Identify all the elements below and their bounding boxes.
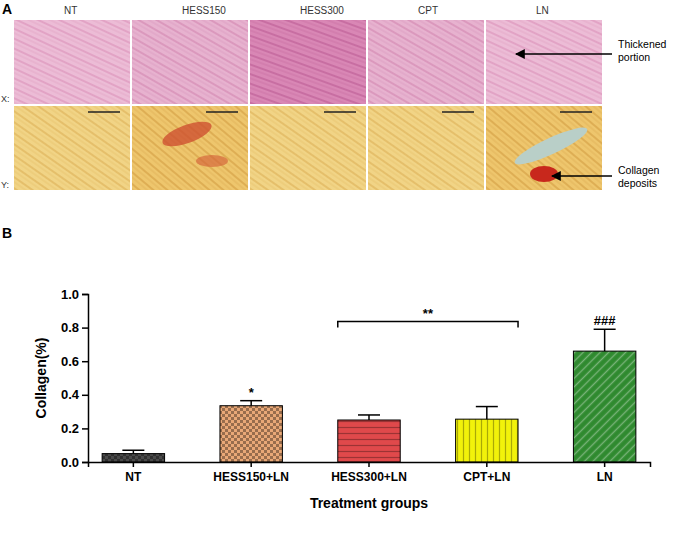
x-tick-mark xyxy=(604,462,606,467)
micrograph-he xyxy=(14,20,130,104)
x-axis-title: Treatment groups xyxy=(310,495,428,511)
y-tick: 0.8 xyxy=(61,320,88,335)
x-tick: HESS150+LN xyxy=(213,462,289,484)
scale-bar xyxy=(560,111,592,113)
x-tick-mark xyxy=(250,462,252,467)
significance-annotations: ***### xyxy=(249,306,617,400)
plot-marks xyxy=(102,329,636,462)
y-tick-label: 0.0 xyxy=(61,455,79,470)
x-tick-label: LN xyxy=(597,470,613,484)
error-bar-stem xyxy=(250,401,252,406)
y-tick-mark xyxy=(82,327,88,329)
error-bar-stem xyxy=(368,415,370,420)
error-bar-cap xyxy=(240,400,262,402)
x-tick: HESS300+LN xyxy=(331,462,407,484)
y-tick: 0.6 xyxy=(61,354,88,369)
error-bar-cap xyxy=(358,414,380,416)
bar xyxy=(456,419,518,462)
error-bar-stem xyxy=(604,329,606,351)
x-tick: CPT+LN xyxy=(463,462,510,484)
micrograph-sirius xyxy=(486,106,602,190)
column-header: LN xyxy=(536,5,549,16)
column-header: CPT xyxy=(418,5,438,16)
y-tick-label: 1.0 xyxy=(61,287,79,302)
x-tick-mark xyxy=(368,462,370,467)
figure: A NT HESS150 HESS300 CPT LN X: Y: Thickenedporti… xyxy=(0,0,685,543)
x-tick-label: CPT+LN xyxy=(463,470,510,484)
y-axis-title: Collagen(%) xyxy=(33,338,49,419)
panel-label: B xyxy=(2,225,12,241)
annotation-text: Thickened xyxy=(618,38,667,50)
y-tick: 0.2 xyxy=(61,421,88,436)
annotation-arrow xyxy=(552,175,612,176)
error-bar xyxy=(358,415,380,420)
collagen-stain xyxy=(530,166,558,182)
micrograph-sirius xyxy=(368,106,484,190)
y-tick-mark xyxy=(82,361,88,363)
micrograph-he xyxy=(250,20,366,104)
micrograph-sirius xyxy=(250,106,366,190)
y-axis-line xyxy=(82,295,89,463)
scale-bar xyxy=(206,111,238,113)
scale-bar xyxy=(324,111,356,113)
x-tick-mark xyxy=(486,462,488,467)
y-tick: 0.0 xyxy=(61,455,88,470)
panel-label: A xyxy=(2,1,12,17)
y-tick-label: 0.4 xyxy=(61,387,80,402)
error-bar-stem xyxy=(486,407,488,420)
bar xyxy=(338,420,400,462)
y-tick-label: 0.8 xyxy=(61,320,79,335)
error-bar-cap xyxy=(476,406,498,408)
column-header: NT xyxy=(64,5,77,16)
tissue-gap xyxy=(511,122,590,170)
error-bar xyxy=(240,401,262,406)
column-header: HESS300 xyxy=(300,5,344,16)
row-label: Y: xyxy=(1,180,9,190)
annotation-text: deposits xyxy=(618,177,657,189)
y-tick-mark xyxy=(82,428,88,430)
y-tick-label: 0.6 xyxy=(61,354,79,369)
y-tick-mark xyxy=(82,294,88,296)
y-tick-label: 0.2 xyxy=(61,421,79,436)
row-label: X: xyxy=(1,94,10,104)
significance-bracket xyxy=(338,322,518,328)
x-axis: NT HESS150+LN HESS300+LN CPT+LN LN xyxy=(89,462,651,484)
micrograph-he xyxy=(486,20,602,104)
bar xyxy=(220,406,282,462)
micrograph-sirius xyxy=(132,106,248,190)
error-bar-cap xyxy=(122,449,144,451)
error-bar xyxy=(476,407,498,420)
scale-bar xyxy=(88,111,120,113)
x-tick-label: HESS150+LN xyxy=(213,470,289,484)
x-tick: LN xyxy=(597,462,613,484)
collagen-stain xyxy=(159,117,214,152)
x-tick-mark xyxy=(133,462,135,467)
y-tick: 1.0 xyxy=(61,287,88,302)
annotation-text: portion xyxy=(618,51,650,63)
error-bar xyxy=(594,329,616,351)
significance-mark: ** xyxy=(423,306,434,321)
bar xyxy=(102,454,164,462)
y-tick: 0.4 xyxy=(61,387,88,402)
x-tick-label: NT xyxy=(125,470,142,484)
micrograph-sirius xyxy=(14,106,130,190)
micrograph-he xyxy=(368,20,484,104)
significance-mark: * xyxy=(249,385,255,400)
x-tick-label: HESS300+LN xyxy=(331,470,407,484)
column-header: HESS150 xyxy=(182,5,226,16)
y-tick-mark xyxy=(82,462,88,464)
y-tick-mark xyxy=(82,395,88,397)
micrograph-he xyxy=(132,20,248,104)
significance-mark: ### xyxy=(594,313,616,328)
bar xyxy=(573,351,635,462)
x-axis-line xyxy=(89,463,651,468)
annotation-arrow xyxy=(516,53,612,54)
error-bar xyxy=(122,450,144,453)
error-bar-cap xyxy=(594,329,616,331)
x-tick: NT xyxy=(125,462,142,484)
annotation-text: Collagen xyxy=(618,164,660,176)
scale-bar xyxy=(442,111,474,113)
collagen-stain xyxy=(196,155,228,167)
y-axis: 0.0 0.2 0.4 0.6 0.8 1.0 xyxy=(61,287,89,470)
